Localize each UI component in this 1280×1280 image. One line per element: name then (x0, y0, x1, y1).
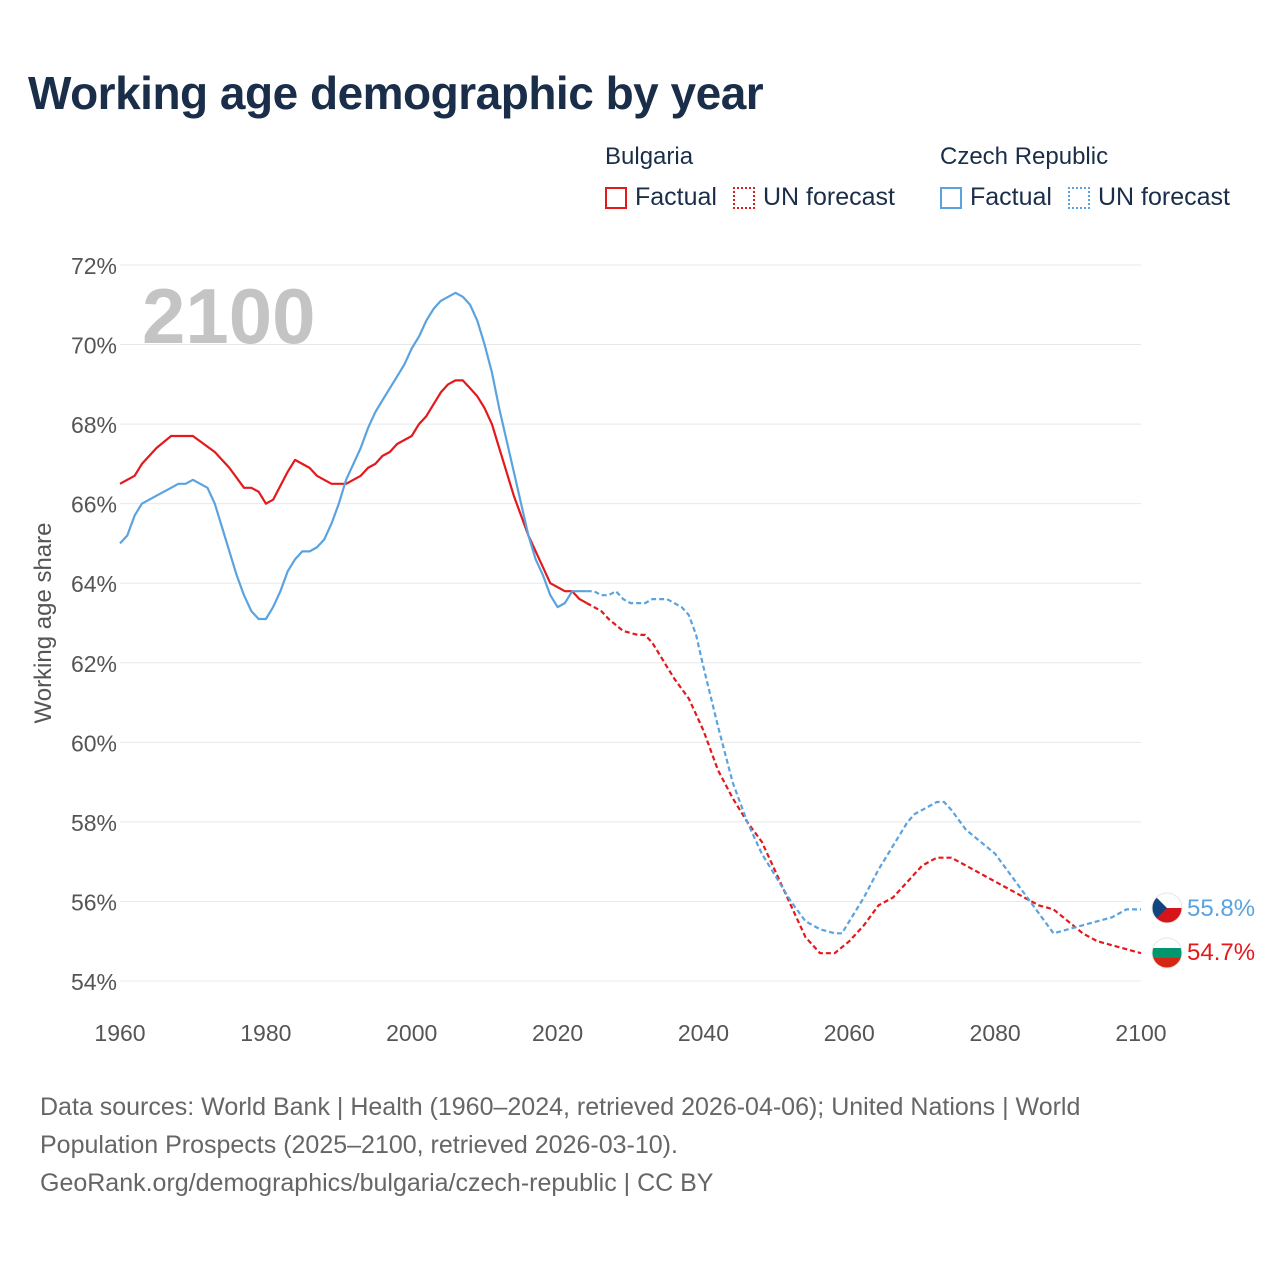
x-tick-label: 2080 (970, 1020, 1021, 1046)
legend-item-bulgaria-factual[interactable]: Factual (605, 183, 717, 212)
x-tick-label: 2060 (824, 1020, 875, 1046)
legend-label: UN forecast (1097, 183, 1230, 211)
bulgaria-end-label: 54.7% (1187, 939, 1255, 966)
czech-end-label: 55.8% (1187, 895, 1255, 922)
chart-title: Working age demographic by year (28, 67, 764, 119)
legend-swatch-dotted (732, 186, 755, 209)
y-tick-label: 62% (71, 651, 117, 677)
legend-item-czech-forecast[interactable]: UN forecast (1067, 183, 1230, 212)
y-tick-label: 58% (71, 810, 117, 836)
legend-label: Factual (635, 183, 717, 211)
legend-item-bulgaria-forecast[interactable]: UN forecast (732, 183, 895, 212)
y-tick-label: 56% (71, 889, 117, 915)
legend-label: Factual (970, 183, 1052, 211)
bulgaria-flag-icon (1151, 937, 1183, 969)
y-tick-label: 70% (71, 333, 117, 359)
x-tick-label: 2100 (1115, 1020, 1166, 1046)
legend-swatch-solid (605, 186, 627, 209)
y-tick-label: 64% (71, 571, 117, 597)
legend-label: UN forecast (762, 183, 895, 211)
x-tick-label: 1980 (240, 1020, 291, 1046)
legend-group-bulgaria: Bulgaria Factual UN forecast (605, 143, 895, 211)
x-tick-label: 2020 (532, 1020, 583, 1046)
y-tick-label: 68% (71, 412, 117, 438)
bulgaria-factual-line (119, 379, 588, 605)
x-tick-label: 2000 (386, 1020, 437, 1046)
legend-row: Factual UN forecast (605, 183, 911, 212)
grid-layer (120, 264, 1141, 982)
czech-flag-icon (1151, 892, 1183, 924)
year-watermark: 2100 (142, 272, 316, 360)
bulgaria-forecast-line (586, 602, 1142, 955)
chart-svg: 2100 54% 56% 58% 60% 62% 64% 66% 68% 70% 72% 1960 1… (30, 253, 1255, 1046)
czech-republic-factual-line (119, 291, 587, 621)
legend-group-name: Bulgaria (605, 143, 694, 170)
footer-source-line-2: Population Prospects (2025–2100, retriev… (40, 1131, 678, 1159)
legend-group-czech-republic: Czech Republic Factual UN forecast (940, 143, 1230, 211)
y-tick-label: 72% (71, 253, 117, 279)
legend-row: Factual UN forecast (940, 183, 1246, 212)
footer-source-line-1: Data sources: World Bank | Health (1960–… (40, 1093, 1081, 1121)
czech-republic-forecast-line (586, 590, 1141, 935)
legend-group-name: Czech Republic (940, 143, 1109, 170)
axis-layer: 54% 56% 58% 60% 62% 64% 66% 68% 70% 72% 1960 1980 20… (71, 253, 1167, 1046)
x-tick-label: 1960 (94, 1020, 145, 1046)
legend-swatch-solid (940, 186, 962, 209)
y-tick-label: 60% (71, 730, 117, 756)
footer: Data sources: World Bank | Health (1960–… (40, 1088, 1240, 1202)
y-tick-label: 54% (71, 969, 117, 995)
legend-item-czech-factual[interactable]: Factual (940, 183, 1052, 212)
x-tick-label: 2040 (678, 1020, 729, 1046)
series-layer (119, 291, 1142, 955)
y-axis-label: Working age share (30, 523, 57, 724)
y-tick-label: 66% (71, 492, 117, 518)
legend-swatch-dotted (1067, 186, 1090, 209)
footer-credit-line: GeoRank.org/demographics/bulgaria/czech-… (40, 1169, 714, 1197)
